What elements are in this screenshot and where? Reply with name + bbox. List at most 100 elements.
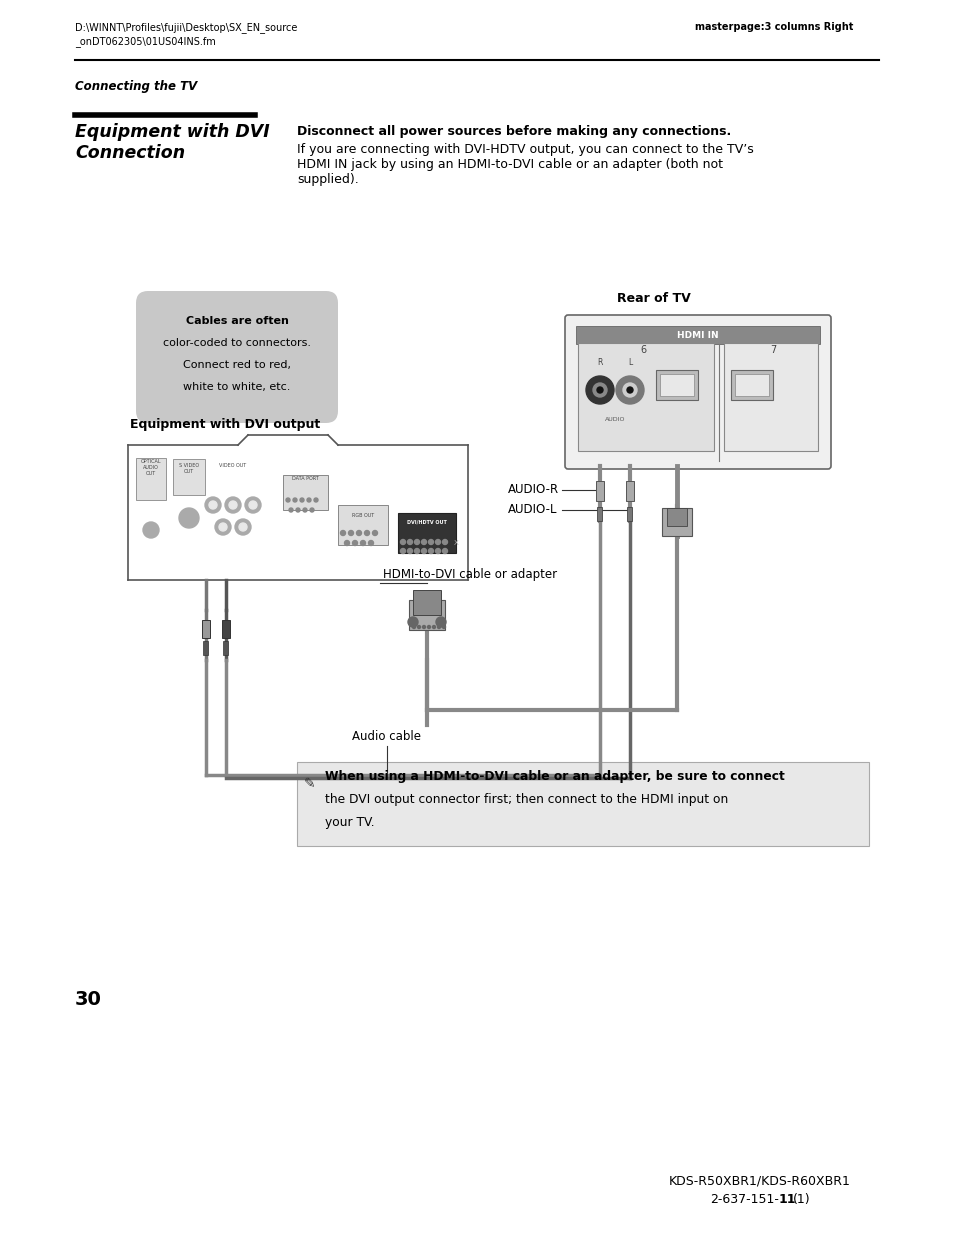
Circle shape <box>400 548 405 553</box>
Circle shape <box>356 531 361 536</box>
Circle shape <box>428 540 433 545</box>
Circle shape <box>307 498 311 501</box>
Circle shape <box>310 508 314 513</box>
Text: 6: 6 <box>639 345 646 354</box>
Circle shape <box>344 541 349 546</box>
Text: white to white, etc.: white to white, etc. <box>183 382 291 391</box>
Bar <box>666 508 686 526</box>
Circle shape <box>407 540 412 545</box>
Circle shape <box>414 548 419 553</box>
Text: S VIDEO
OUT: S VIDEO OUT <box>179 463 199 474</box>
Circle shape <box>435 540 440 545</box>
Circle shape <box>364 531 369 536</box>
Circle shape <box>428 548 433 553</box>
Circle shape <box>368 541 374 546</box>
Circle shape <box>225 496 241 513</box>
Bar <box>625 480 634 501</box>
Circle shape <box>289 508 293 513</box>
Circle shape <box>219 522 227 531</box>
Circle shape <box>286 498 290 501</box>
Text: DVI/HDTV OUT: DVI/HDTV OUT <box>407 519 446 524</box>
Text: AUDIO-L: AUDIO-L <box>507 503 557 516</box>
Circle shape <box>372 531 377 536</box>
Text: color-coded to connectors.: color-coded to connectors. <box>163 338 311 348</box>
Bar <box>723 343 817 451</box>
Text: ✎: ✎ <box>304 777 315 790</box>
Text: the DVI output connector first; then connect to the HDMI input on: the DVI output connector first; then con… <box>325 793 727 806</box>
Text: your TV.: your TV. <box>325 816 375 829</box>
Bar <box>296 762 868 846</box>
Text: If you are connecting with DVI-HDTV output, you can connect to the TV’s: If you are connecting with DVI-HDTV outp… <box>296 143 753 156</box>
Text: Cables are often: Cables are often <box>186 316 288 326</box>
Text: 7: 7 <box>769 345 776 354</box>
Bar <box>203 641 209 655</box>
Circle shape <box>408 618 417 627</box>
Bar <box>597 508 602 521</box>
Text: AUDIO-R: AUDIO-R <box>507 483 558 496</box>
Circle shape <box>437 625 440 629</box>
Circle shape <box>303 508 307 513</box>
Circle shape <box>442 625 445 629</box>
Text: HDMI IN: HDMI IN <box>677 331 718 341</box>
Circle shape <box>214 519 231 535</box>
Text: HDMI IN jack by using an HDMI-to-DVI cable or an adapter (both not: HDMI IN jack by using an HDMI-to-DVI cab… <box>296 158 722 170</box>
Circle shape <box>432 625 435 629</box>
Circle shape <box>616 375 643 404</box>
Circle shape <box>205 496 221 513</box>
Circle shape <box>245 496 261 513</box>
Bar <box>734 374 768 396</box>
Bar <box>397 513 456 553</box>
Bar <box>409 600 444 630</box>
Circle shape <box>626 387 633 393</box>
Circle shape <box>239 522 247 531</box>
Circle shape <box>442 540 447 545</box>
Text: AUDIO: AUDIO <box>604 417 624 422</box>
Text: Rear of TV: Rear of TV <box>617 291 690 305</box>
Text: Connection: Connection <box>75 144 185 162</box>
FancyBboxPatch shape <box>564 315 830 469</box>
Bar <box>413 590 440 615</box>
Bar <box>283 475 328 510</box>
Bar <box>596 480 603 501</box>
Bar <box>223 641 229 655</box>
Circle shape <box>249 501 256 509</box>
Text: When using a HDMI-to-DVI cable or an adapter, be sure to connect: When using a HDMI-to-DVI cable or an ada… <box>325 769 784 783</box>
Text: Equipment with DVI output: Equipment with DVI output <box>130 417 320 431</box>
Text: L: L <box>627 358 632 367</box>
Circle shape <box>143 522 159 538</box>
Text: KDS-R50XBR1/KDS-R60XBR1: KDS-R50XBR1/KDS-R60XBR1 <box>668 1174 850 1188</box>
Text: R: R <box>597 358 602 367</box>
Bar <box>578 343 713 451</box>
Circle shape <box>435 548 440 553</box>
Circle shape <box>234 519 251 535</box>
Text: 30: 30 <box>75 990 102 1009</box>
FancyBboxPatch shape <box>136 291 337 424</box>
Circle shape <box>421 540 426 545</box>
Text: Disconnect all power sources before making any connections.: Disconnect all power sources before maki… <box>296 125 731 138</box>
Circle shape <box>229 501 236 509</box>
Circle shape <box>295 508 299 513</box>
Text: Connecting the TV: Connecting the TV <box>75 80 197 93</box>
Bar <box>659 374 693 396</box>
Text: _onDT062305\01US04INS.fm: _onDT062305\01US04INS.fm <box>75 36 215 47</box>
Circle shape <box>597 387 602 393</box>
Circle shape <box>442 548 447 553</box>
Circle shape <box>360 541 365 546</box>
Bar <box>656 370 698 400</box>
Circle shape <box>179 508 199 529</box>
Text: supplied).: supplied). <box>296 173 358 186</box>
Bar <box>222 620 230 638</box>
Text: VIDEO OUT: VIDEO OUT <box>219 463 247 468</box>
Circle shape <box>414 540 419 545</box>
Text: HDMI-to-DVI cable or adapter: HDMI-to-DVI cable or adapter <box>382 568 557 580</box>
Circle shape <box>299 498 304 501</box>
Circle shape <box>293 498 296 501</box>
Bar <box>172 459 205 495</box>
Bar <box>136 458 166 500</box>
Circle shape <box>348 531 354 536</box>
Text: X: X <box>453 540 457 546</box>
Circle shape <box>209 501 216 509</box>
Circle shape <box>622 383 637 396</box>
Text: Audio cable: Audio cable <box>352 730 421 743</box>
Bar <box>730 370 772 400</box>
